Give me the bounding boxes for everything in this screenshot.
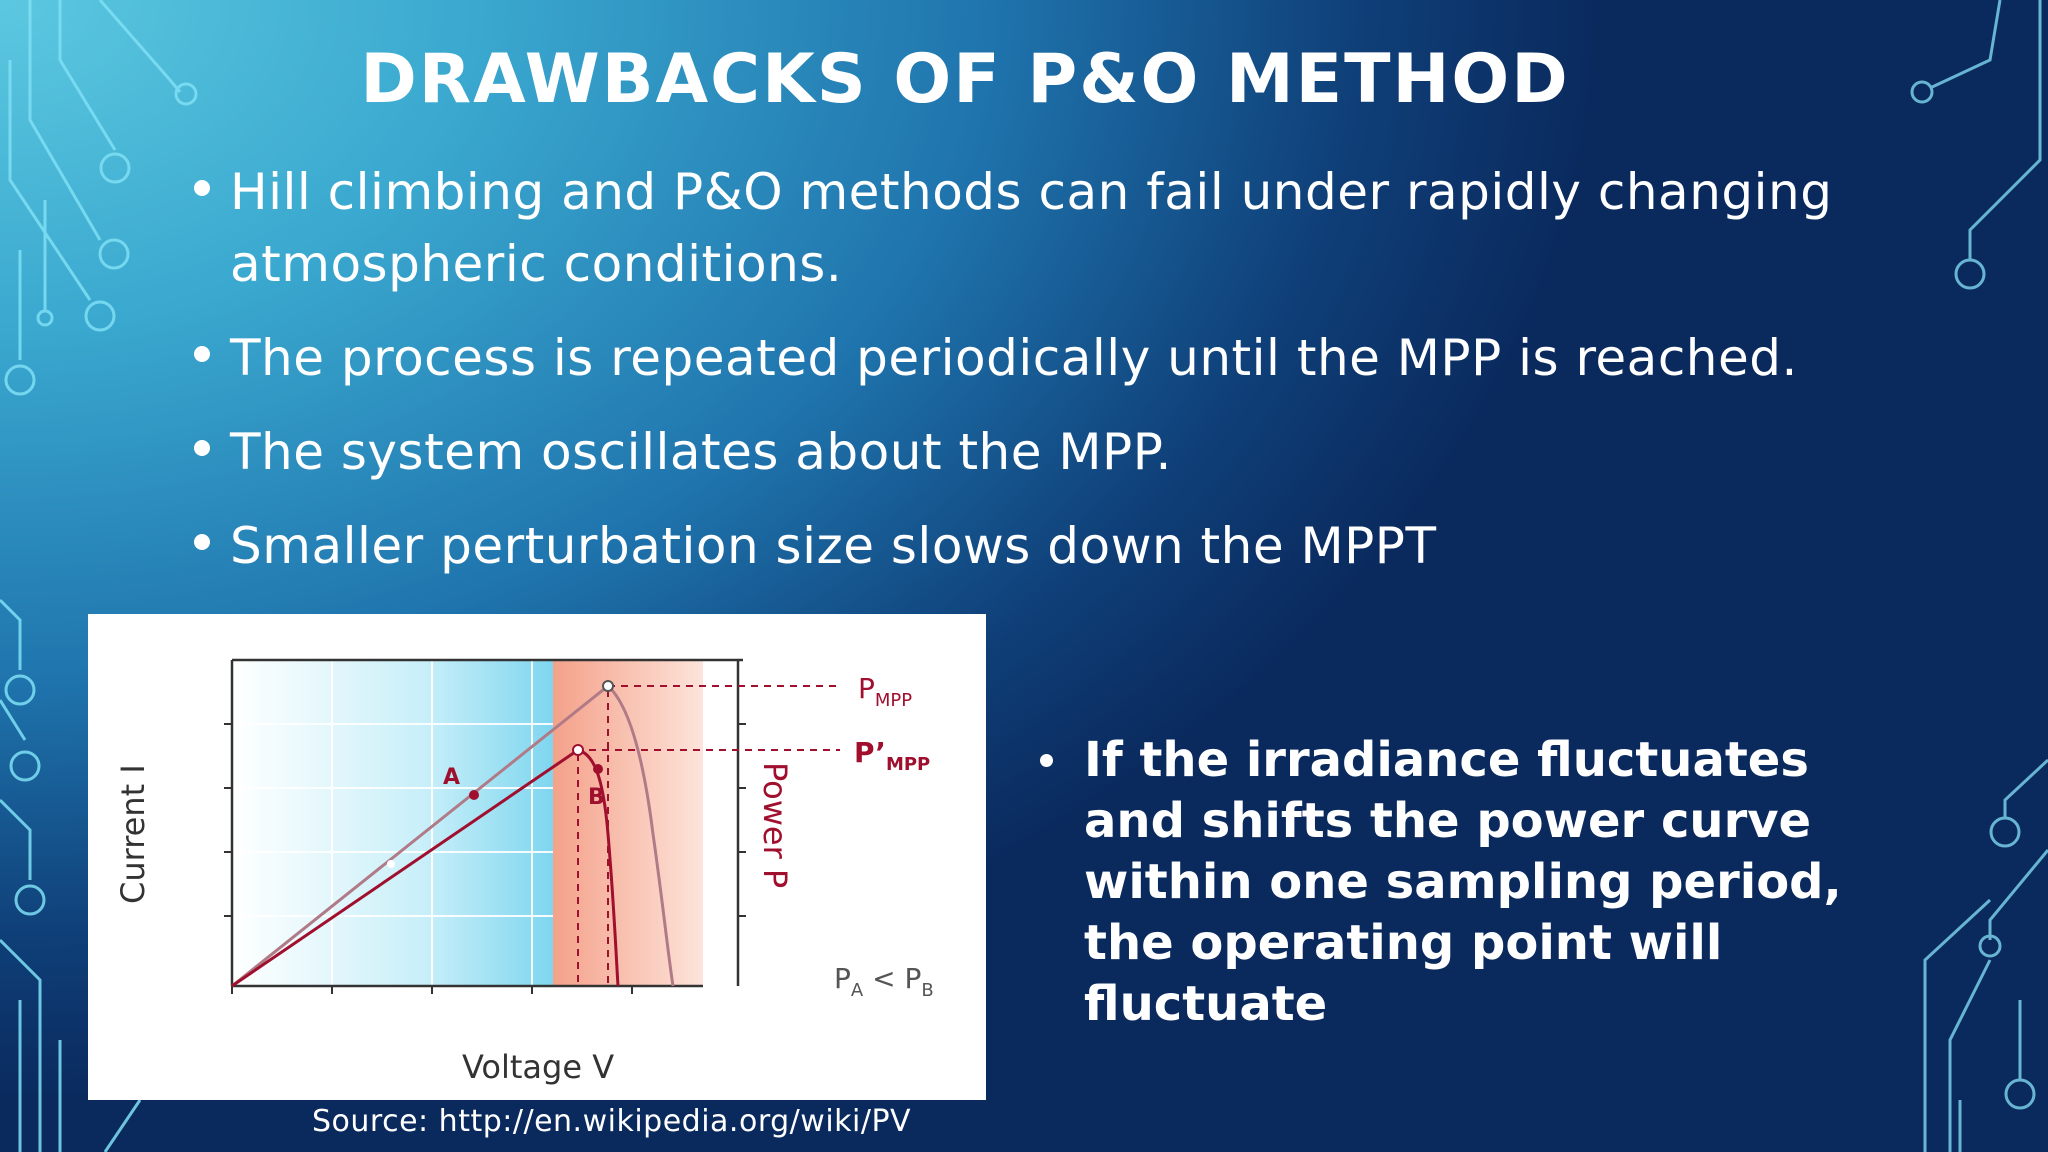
relation-pb: P	[904, 962, 921, 995]
bullet-dot-icon	[194, 534, 210, 550]
curve-point	[387, 860, 395, 868]
axis-ticks	[224, 723, 746, 994]
p-mpp-prime-sub: MPP	[886, 754, 930, 775]
point-b	[593, 764, 603, 774]
bullet-item: Hill climbing and P&O methods can fail u…	[192, 156, 1892, 300]
label-a: A	[443, 765, 460, 790]
bullet-text: The system oscillates about the MPP.	[230, 423, 1172, 481]
bullet-text: The process is repeated periodically unt…	[230, 329, 1798, 387]
bullet-dot-icon	[1040, 754, 1053, 767]
relation-pa-sub: A	[851, 980, 864, 1001]
bullet-text: Smaller perturbation size slows down the…	[230, 517, 1437, 575]
left-region	[232, 660, 553, 986]
p-mpp-prime-label: P’MPP	[854, 736, 930, 775]
relation-pb-sub: B	[921, 980, 933, 1001]
bullet-list: Hill climbing and P&O methods can fail u…	[192, 156, 1892, 604]
relation-label: PA < PB	[834, 962, 934, 1001]
right-region	[553, 660, 703, 986]
ylabel-right: Power P	[756, 762, 794, 888]
point-a	[469, 790, 479, 800]
p-mpp-sub: MPP	[875, 690, 912, 711]
mpp-prime-point	[572, 744, 584, 756]
bullet-item: The system oscillates about the MPP.	[192, 416, 1892, 488]
relation-pa: P	[834, 962, 851, 995]
power-curve-low	[231, 748, 620, 988]
p-mpp-label: PMPP	[858, 672, 912, 711]
bullet-text: Hill climbing and P&O methods can fail u…	[230, 163, 1833, 293]
label-b: B	[588, 785, 605, 810]
pv-curve-diagram: A B PMPP P’MPP PA < PB Current I Power P…	[114, 658, 934, 1086]
relation-lt: <	[863, 962, 904, 995]
p-mpp-main: P	[858, 672, 875, 705]
p-mpp-prime-main: P’	[854, 736, 886, 769]
side-bullet-text: If the irradiance fluctuates and shifts …	[1084, 732, 1842, 1032]
bullet-item: Smaller perturbation size slows down the…	[192, 510, 1892, 582]
slide-title: DRAWBACKS OF P&O METHOD	[360, 40, 1570, 119]
mpp-point	[602, 680, 614, 692]
side-bullet: If the irradiance fluctuates and shifts …	[1036, 730, 1864, 1035]
bullet-dot-icon	[194, 180, 210, 196]
axes	[230, 658, 743, 988]
pv-curve-figure: A B PMPP P’MPP PA < PB Current I Power P…	[88, 614, 986, 1100]
ylabel-left: Current I	[114, 764, 152, 904]
xlabel: Voltage V	[462, 1048, 614, 1086]
grid	[232, 660, 553, 986]
source-caption: Source: http://en.wikipedia.org/wiki/PV	[312, 1104, 912, 1139]
bullet-dot-icon	[194, 346, 210, 362]
power-curve-high	[231, 684, 675, 988]
bullet-dot-icon	[194, 440, 210, 456]
bullet-item: The process is repeated periodically unt…	[192, 322, 1892, 394]
